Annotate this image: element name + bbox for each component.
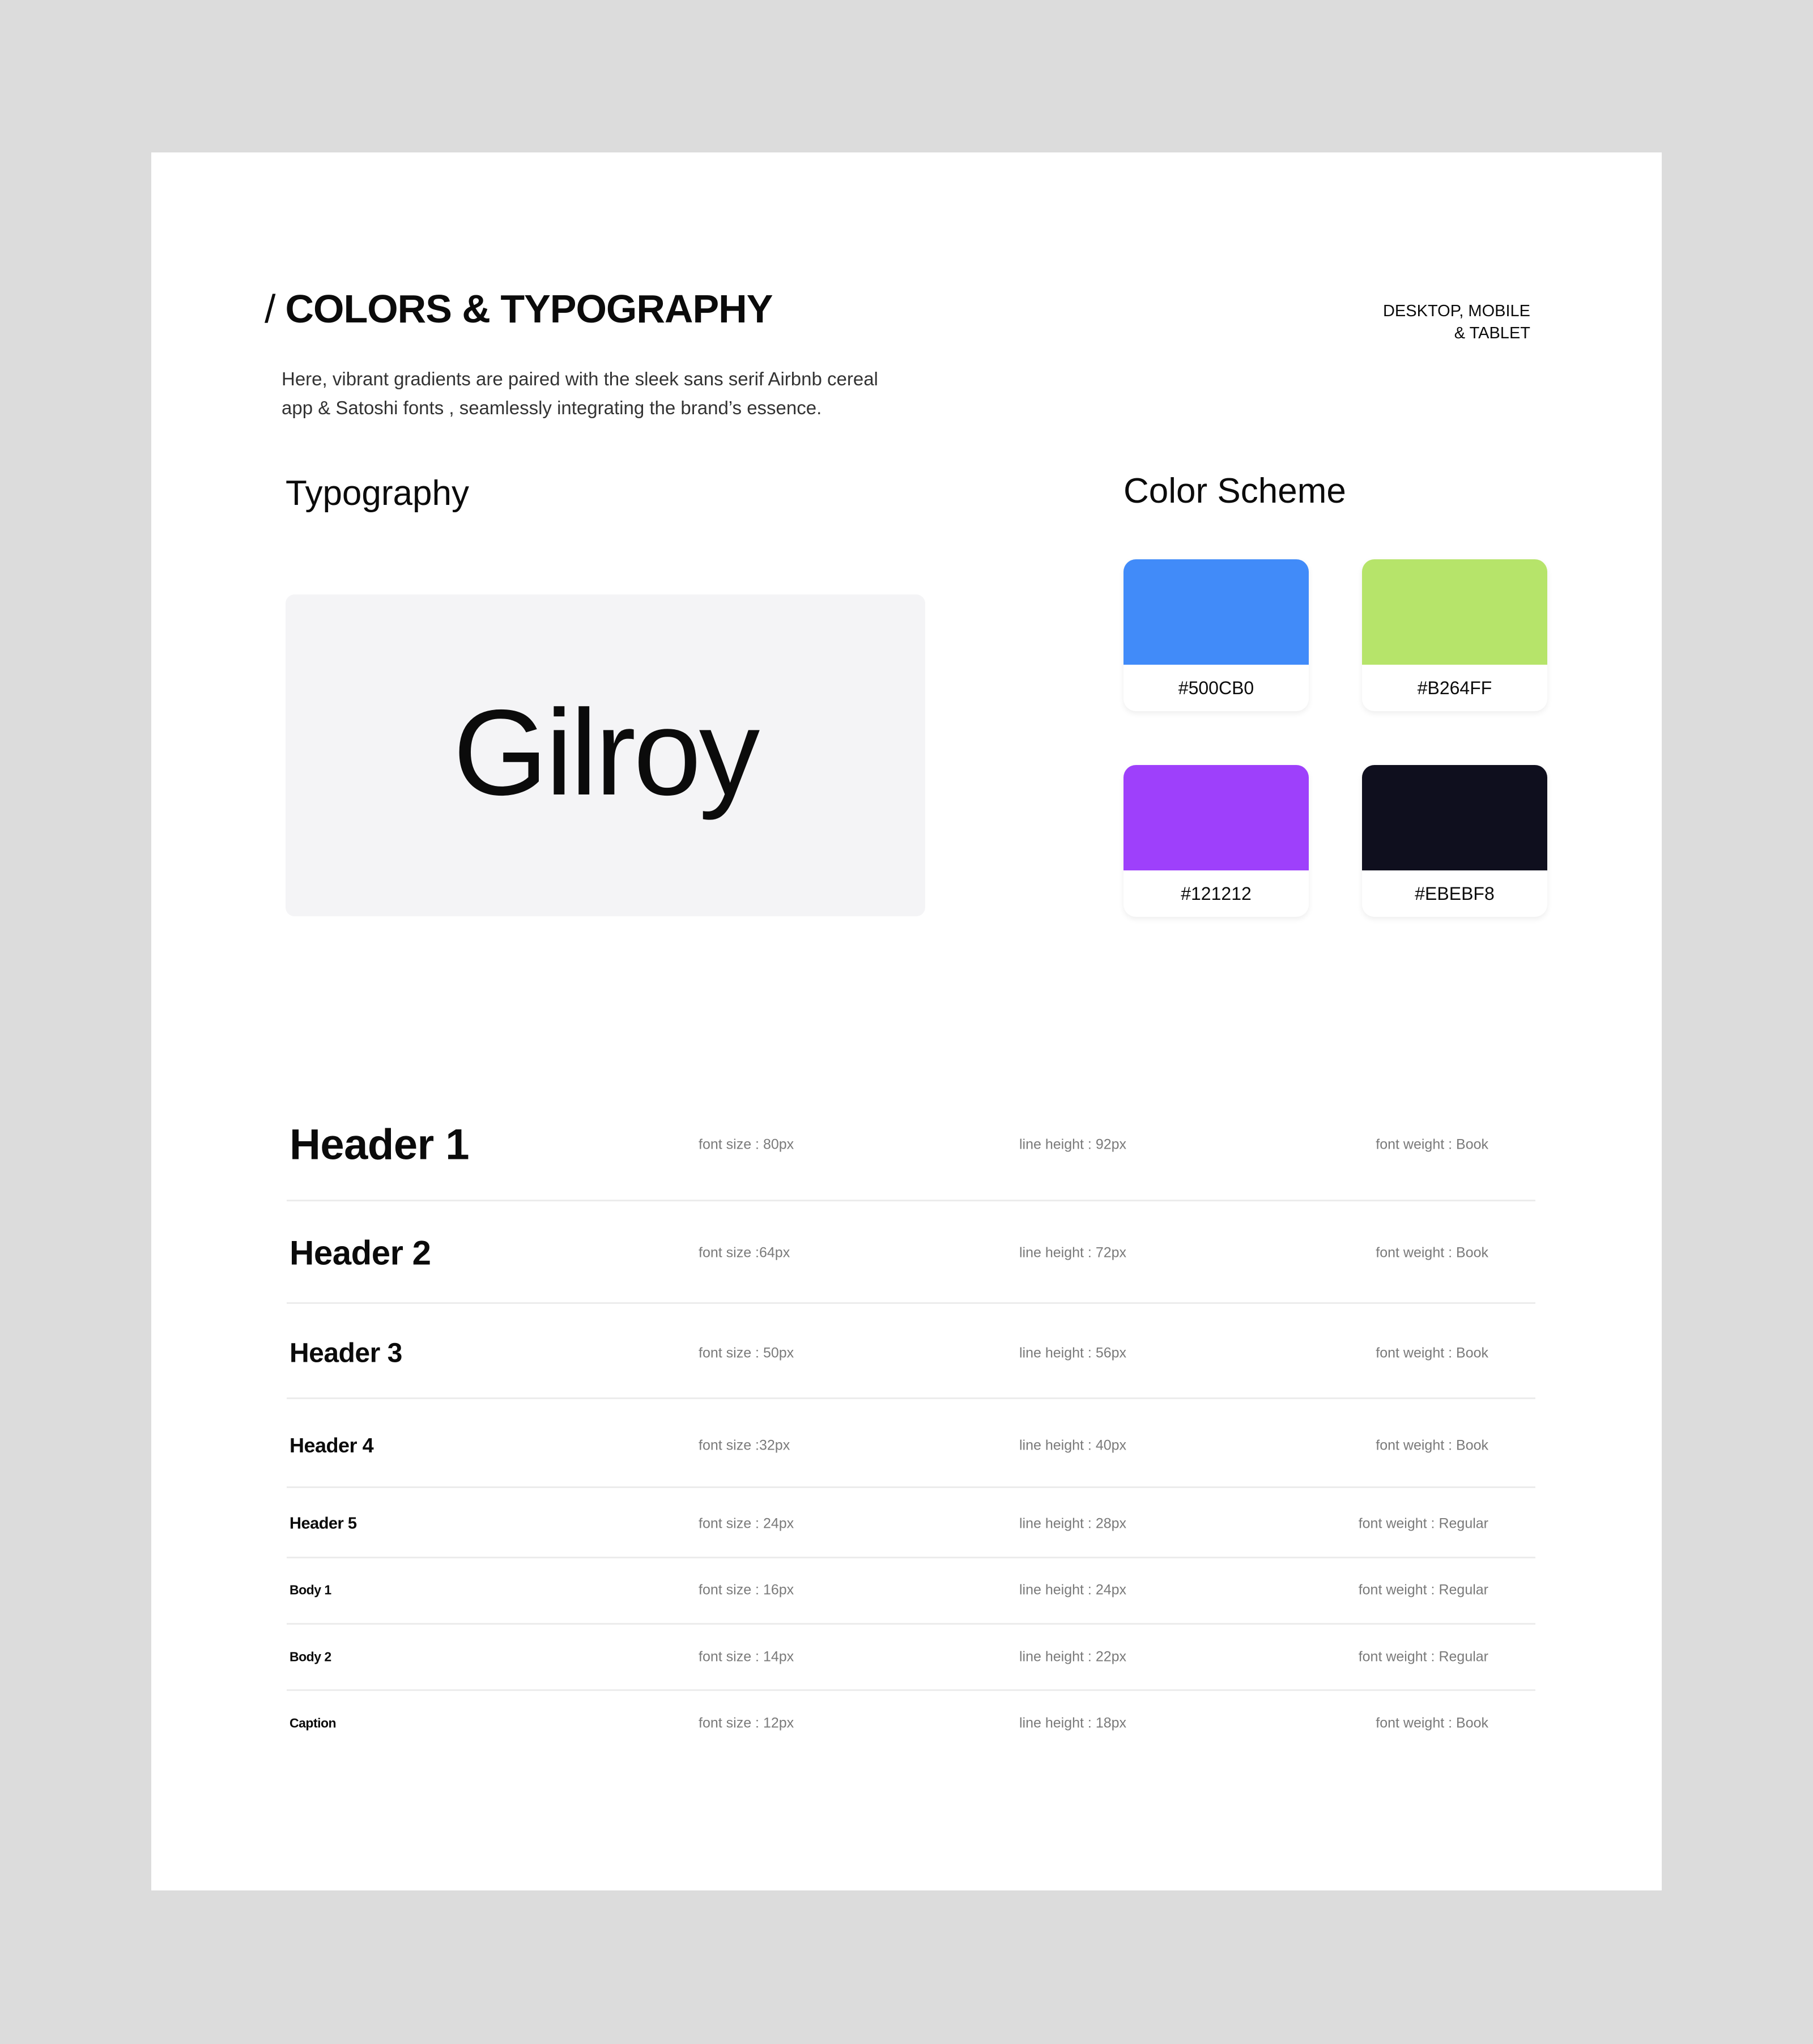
color-swatch: #500CB0 xyxy=(1123,559,1309,711)
type-style-name: Header 1 xyxy=(290,1120,470,1169)
row-divider xyxy=(287,1486,1535,1488)
row-divider xyxy=(287,1689,1535,1691)
page-card xyxy=(151,152,1662,1890)
line-height-spec: line height : 56px xyxy=(1019,1345,1127,1361)
line-height-spec: line height : 28px xyxy=(1019,1515,1127,1532)
font-size-spec: font size : 24px xyxy=(699,1515,794,1532)
color-swatch: #EBEBF8 xyxy=(1362,765,1547,917)
line-height-spec: line height : 24px xyxy=(1019,1582,1127,1598)
font-weight-spec: font weight : Book xyxy=(1376,1437,1488,1454)
line-height-spec: line height : 18px xyxy=(1019,1715,1127,1731)
row-divider xyxy=(287,1623,1535,1625)
font-sample: Gilroy xyxy=(453,684,760,821)
type-style-name: Header 3 xyxy=(290,1338,402,1369)
font-size-spec: font size : 50px xyxy=(699,1345,794,1361)
type-style-name: Header 2 xyxy=(290,1234,431,1272)
description: Here, vibrant gradients are paired with … xyxy=(282,364,933,422)
page-title: / COLORS & TYPOGRAPHY xyxy=(265,286,773,332)
font-size-spec: font size : 16px xyxy=(699,1582,794,1598)
swatch-label: #121212 xyxy=(1181,883,1252,904)
platforms-line-1: DESKTOP, MOBILE xyxy=(1382,302,1530,320)
swatch-color xyxy=(1362,765,1547,870)
row-divider xyxy=(287,1200,1535,1201)
swatch-color xyxy=(1123,765,1309,870)
font-weight-spec: font weight : Book xyxy=(1376,1244,1488,1261)
font-sample-box: Gilroy xyxy=(286,594,925,916)
platforms-line-2: & TABLET xyxy=(1454,324,1530,342)
font-size-spec: font size :64px xyxy=(699,1244,790,1261)
font-size-spec: font size : 12px xyxy=(699,1715,794,1731)
color-scheme-heading: Color Scheme xyxy=(1123,471,1346,511)
row-divider xyxy=(287,1397,1535,1399)
type-style-name: Body 2 xyxy=(290,1649,331,1664)
font-weight-spec: font weight : Book xyxy=(1376,1136,1488,1153)
font-size-spec: font size : 80px xyxy=(699,1136,794,1153)
font-size-spec: font size :32px xyxy=(699,1437,790,1454)
type-style-name: Header 5 xyxy=(290,1514,357,1533)
type-style-name: Body 1 xyxy=(290,1582,331,1597)
row-divider xyxy=(287,1557,1535,1558)
line-height-spec: line height : 40px xyxy=(1019,1437,1127,1454)
font-weight-spec: font weight : Book xyxy=(1376,1345,1488,1361)
swatch-label: #EBEBF8 xyxy=(1415,883,1495,904)
swatch-label: #500CB0 xyxy=(1178,677,1254,698)
type-style-name: Caption xyxy=(290,1715,337,1731)
font-weight-spec: font weight : Regular xyxy=(1358,1515,1488,1532)
title-slash: / xyxy=(265,287,275,331)
typography-heading: Typography xyxy=(286,474,469,513)
row-divider xyxy=(287,1302,1535,1304)
color-swatch: #B264FF xyxy=(1362,559,1547,711)
line-height-spec: line height : 22px xyxy=(1019,1648,1127,1665)
color-swatch: #121212 xyxy=(1123,765,1309,917)
line-height-spec: line height : 92px xyxy=(1019,1136,1127,1153)
type-style-name: Header 4 xyxy=(290,1434,374,1457)
font-weight-spec: font weight : Regular xyxy=(1358,1648,1488,1665)
font-weight-spec: font weight : Regular xyxy=(1358,1582,1488,1598)
font-weight-spec: font weight : Book xyxy=(1376,1715,1488,1731)
line-height-spec: line height : 72px xyxy=(1019,1244,1127,1261)
description-line-2: app & Satoshi fonts , seamlessly integra… xyxy=(282,397,822,418)
title-text: COLORS & TYPOGRAPHY xyxy=(285,287,773,331)
swatch-color xyxy=(1123,559,1309,665)
font-size-spec: font size : 14px xyxy=(699,1648,794,1665)
swatch-color xyxy=(1362,559,1547,665)
platforms-label: DESKTOP, MOBILE & TABLET xyxy=(1383,300,1530,345)
swatch-label: #B264FF xyxy=(1417,677,1492,698)
description-line-1: Here, vibrant gradients are paired with … xyxy=(282,368,878,389)
